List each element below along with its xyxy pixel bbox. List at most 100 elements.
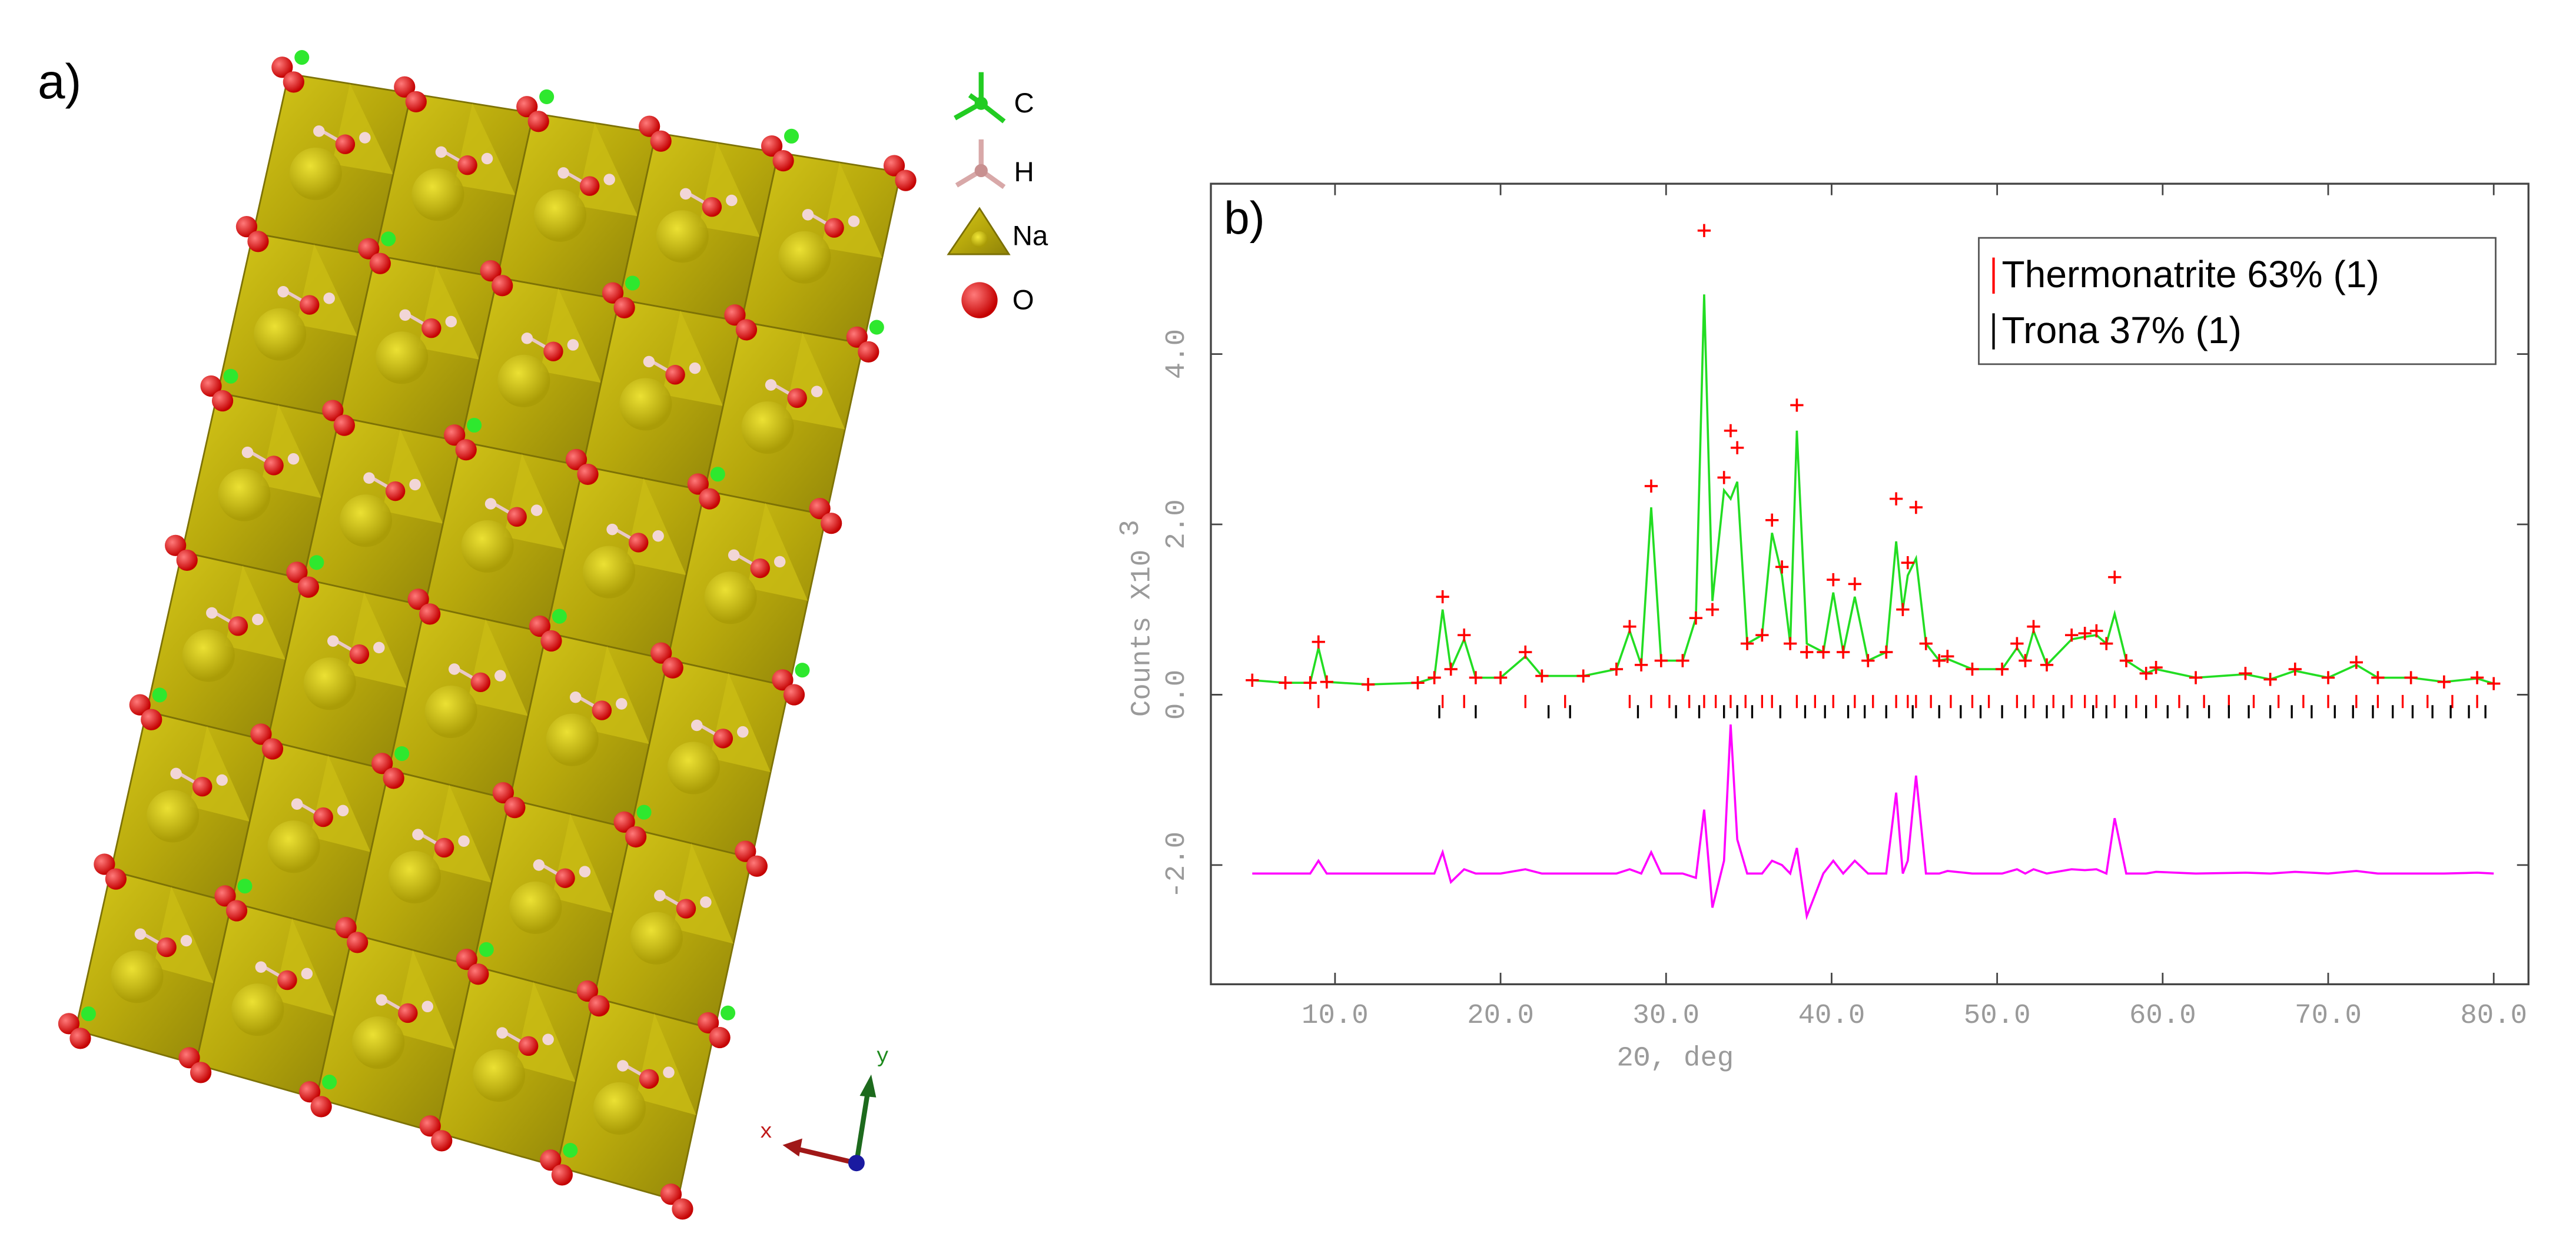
o-atom [662,657,683,679]
observed-point [1469,671,1483,684]
h-atom [603,174,615,185]
o-atom [347,932,369,953]
o-atom [405,91,427,112]
o-atom [660,1183,682,1205]
h-atom [255,961,267,973]
observed-point [2239,667,2252,680]
polyhedron-face [189,726,250,822]
legend-icon-c [974,97,988,110]
observed-point [1634,658,1648,671]
na-atom [424,685,477,739]
o-atom [613,297,635,318]
na-atom [630,912,683,965]
c-atom [381,231,396,247]
h-atom [691,719,703,732]
na-atom [497,354,550,407]
h-atom [654,890,666,902]
o-atom [709,1026,731,1049]
observed-point [1919,637,1933,650]
polyhedron-face [225,565,286,660]
observed-point [1755,628,1769,642]
h-atom [399,309,411,321]
legend-label: Trona 37% (1) [2002,309,2242,351]
o-atom [602,282,624,304]
c-atom [223,368,238,384]
observed-point [2487,677,2501,690]
axis-label: y [876,1045,889,1069]
polyhedron-face [394,950,455,1049]
observed-point [1623,620,1636,633]
panel-label: b) [1224,192,1264,244]
h-atom [579,866,591,877]
legend-icon-h [955,139,1006,190]
o-atom [358,238,380,260]
c-atom [636,804,652,820]
h-atom [277,285,289,298]
o-atom [235,216,258,238]
o-atom [895,169,917,191]
h-atom [180,935,192,947]
na-atom [656,210,709,263]
observed-point [2078,627,2092,640]
observed-point [1731,441,1744,454]
observed-point [2010,637,2024,650]
na-atom [289,147,342,200]
na-atom [111,950,164,1003]
observed-point [1279,676,1292,690]
h-atom [848,215,860,227]
o-atom [527,111,549,132]
c-atom [309,555,324,570]
na-atom [619,378,672,431]
o-atom [543,341,563,361]
o-atom [271,56,293,78]
o-atom [698,1012,719,1034]
x-tick-label: 70.0 [2295,1000,2362,1032]
observed-point [2108,570,2122,584]
x-tick-label: 10.0 [1302,1000,1369,1032]
o-atom [200,375,222,397]
na-atom [741,401,794,454]
h-atom [700,896,712,908]
na-atom [182,629,235,682]
y-arrow [854,1090,871,1163]
z-axis [848,1155,865,1172]
o-atom [746,855,768,877]
o-atom [516,96,538,118]
o-atom [58,1013,80,1035]
na-atom [146,790,200,843]
o-atom [821,513,842,534]
h-atom [287,453,300,465]
h-atom [445,315,457,328]
h-atom [663,1066,675,1078]
observed-point [1724,424,1738,437]
h-atom [680,188,692,200]
observed-point [2119,654,2133,667]
axis-label: x [759,1120,772,1144]
observed-point [1880,645,1893,659]
o-atom [580,176,600,196]
x-tick-label: 50.0 [1964,1000,2031,1032]
o-atom [504,797,526,819]
o-atom [250,723,272,745]
na-atom [667,742,720,794]
c-atom [539,89,555,104]
c-atom [152,687,167,703]
o-atom [176,549,198,571]
h-atom [435,146,447,158]
o-atom [419,1115,441,1137]
o-atom [261,738,284,760]
h-atom [458,835,470,847]
h-atom [134,928,147,940]
h-atom [363,472,375,484]
legend-label: O [1013,284,1034,315]
o-atom [165,534,187,556]
observed-point [1740,637,1754,650]
observed-point [1535,669,1549,683]
observed-point [1246,673,1259,687]
polyhedron-face [346,592,407,688]
o-atom [702,197,722,217]
o-atom [444,424,466,446]
c-atom [795,663,810,678]
difference-line [1252,724,2494,920]
